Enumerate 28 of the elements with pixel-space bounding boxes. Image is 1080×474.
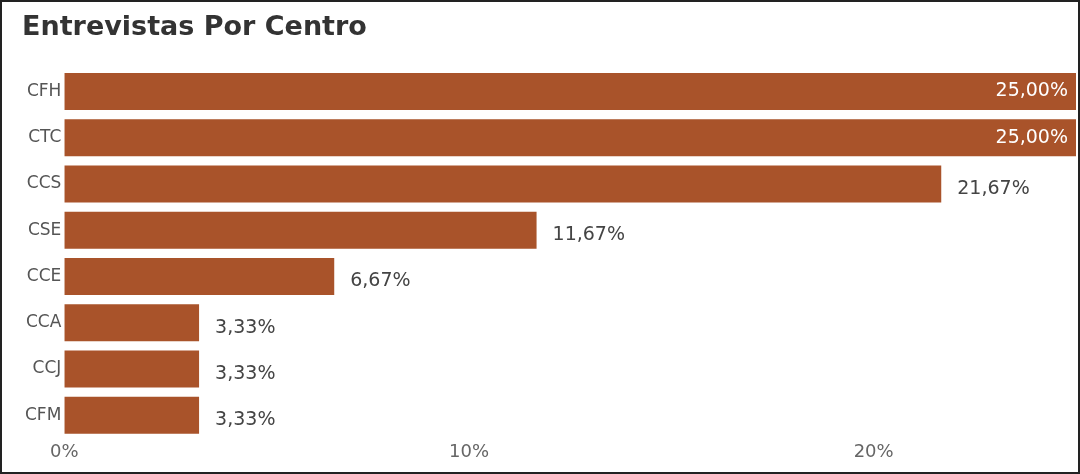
bar bbox=[64, 211, 537, 249]
data-label: 3,33% bbox=[215, 314, 276, 337]
y-tick-label: CFM bbox=[24, 403, 62, 424]
chart-title: Entrevistas Por Centro bbox=[22, 10, 367, 42]
x-tick-label: 10% bbox=[448, 439, 489, 461]
y-tick-label: CCA bbox=[25, 311, 62, 332]
y-tick-label: CCJ bbox=[32, 357, 62, 378]
data-label: 3,33% bbox=[215, 407, 276, 430]
data-label: 25,00% bbox=[995, 78, 1068, 101]
data-label: 11,67% bbox=[552, 222, 626, 245]
bar bbox=[64, 119, 1076, 157]
bar bbox=[64, 257, 335, 296]
bar bbox=[64, 165, 942, 203]
y-tick-label: CCS bbox=[26, 172, 62, 193]
bar bbox=[64, 304, 200, 342]
y-tick-label: CFH bbox=[26, 79, 62, 100]
bar bbox=[64, 350, 200, 388]
y-tick-label: CTC bbox=[28, 126, 62, 147]
data-label: 25,00% bbox=[995, 124, 1068, 147]
data-label: 21,67% bbox=[957, 175, 1030, 198]
x-tick-label: 20% bbox=[853, 439, 894, 461]
data-label: 3,33% bbox=[215, 360, 276, 383]
bar bbox=[64, 396, 200, 434]
x-tick-label: 0% bbox=[50, 439, 79, 461]
bar bbox=[64, 72, 1076, 111]
y-tick-label: CSE bbox=[27, 218, 62, 239]
y-tick-label: CCE bbox=[26, 264, 62, 285]
data-label: 6,67% bbox=[350, 268, 411, 291]
